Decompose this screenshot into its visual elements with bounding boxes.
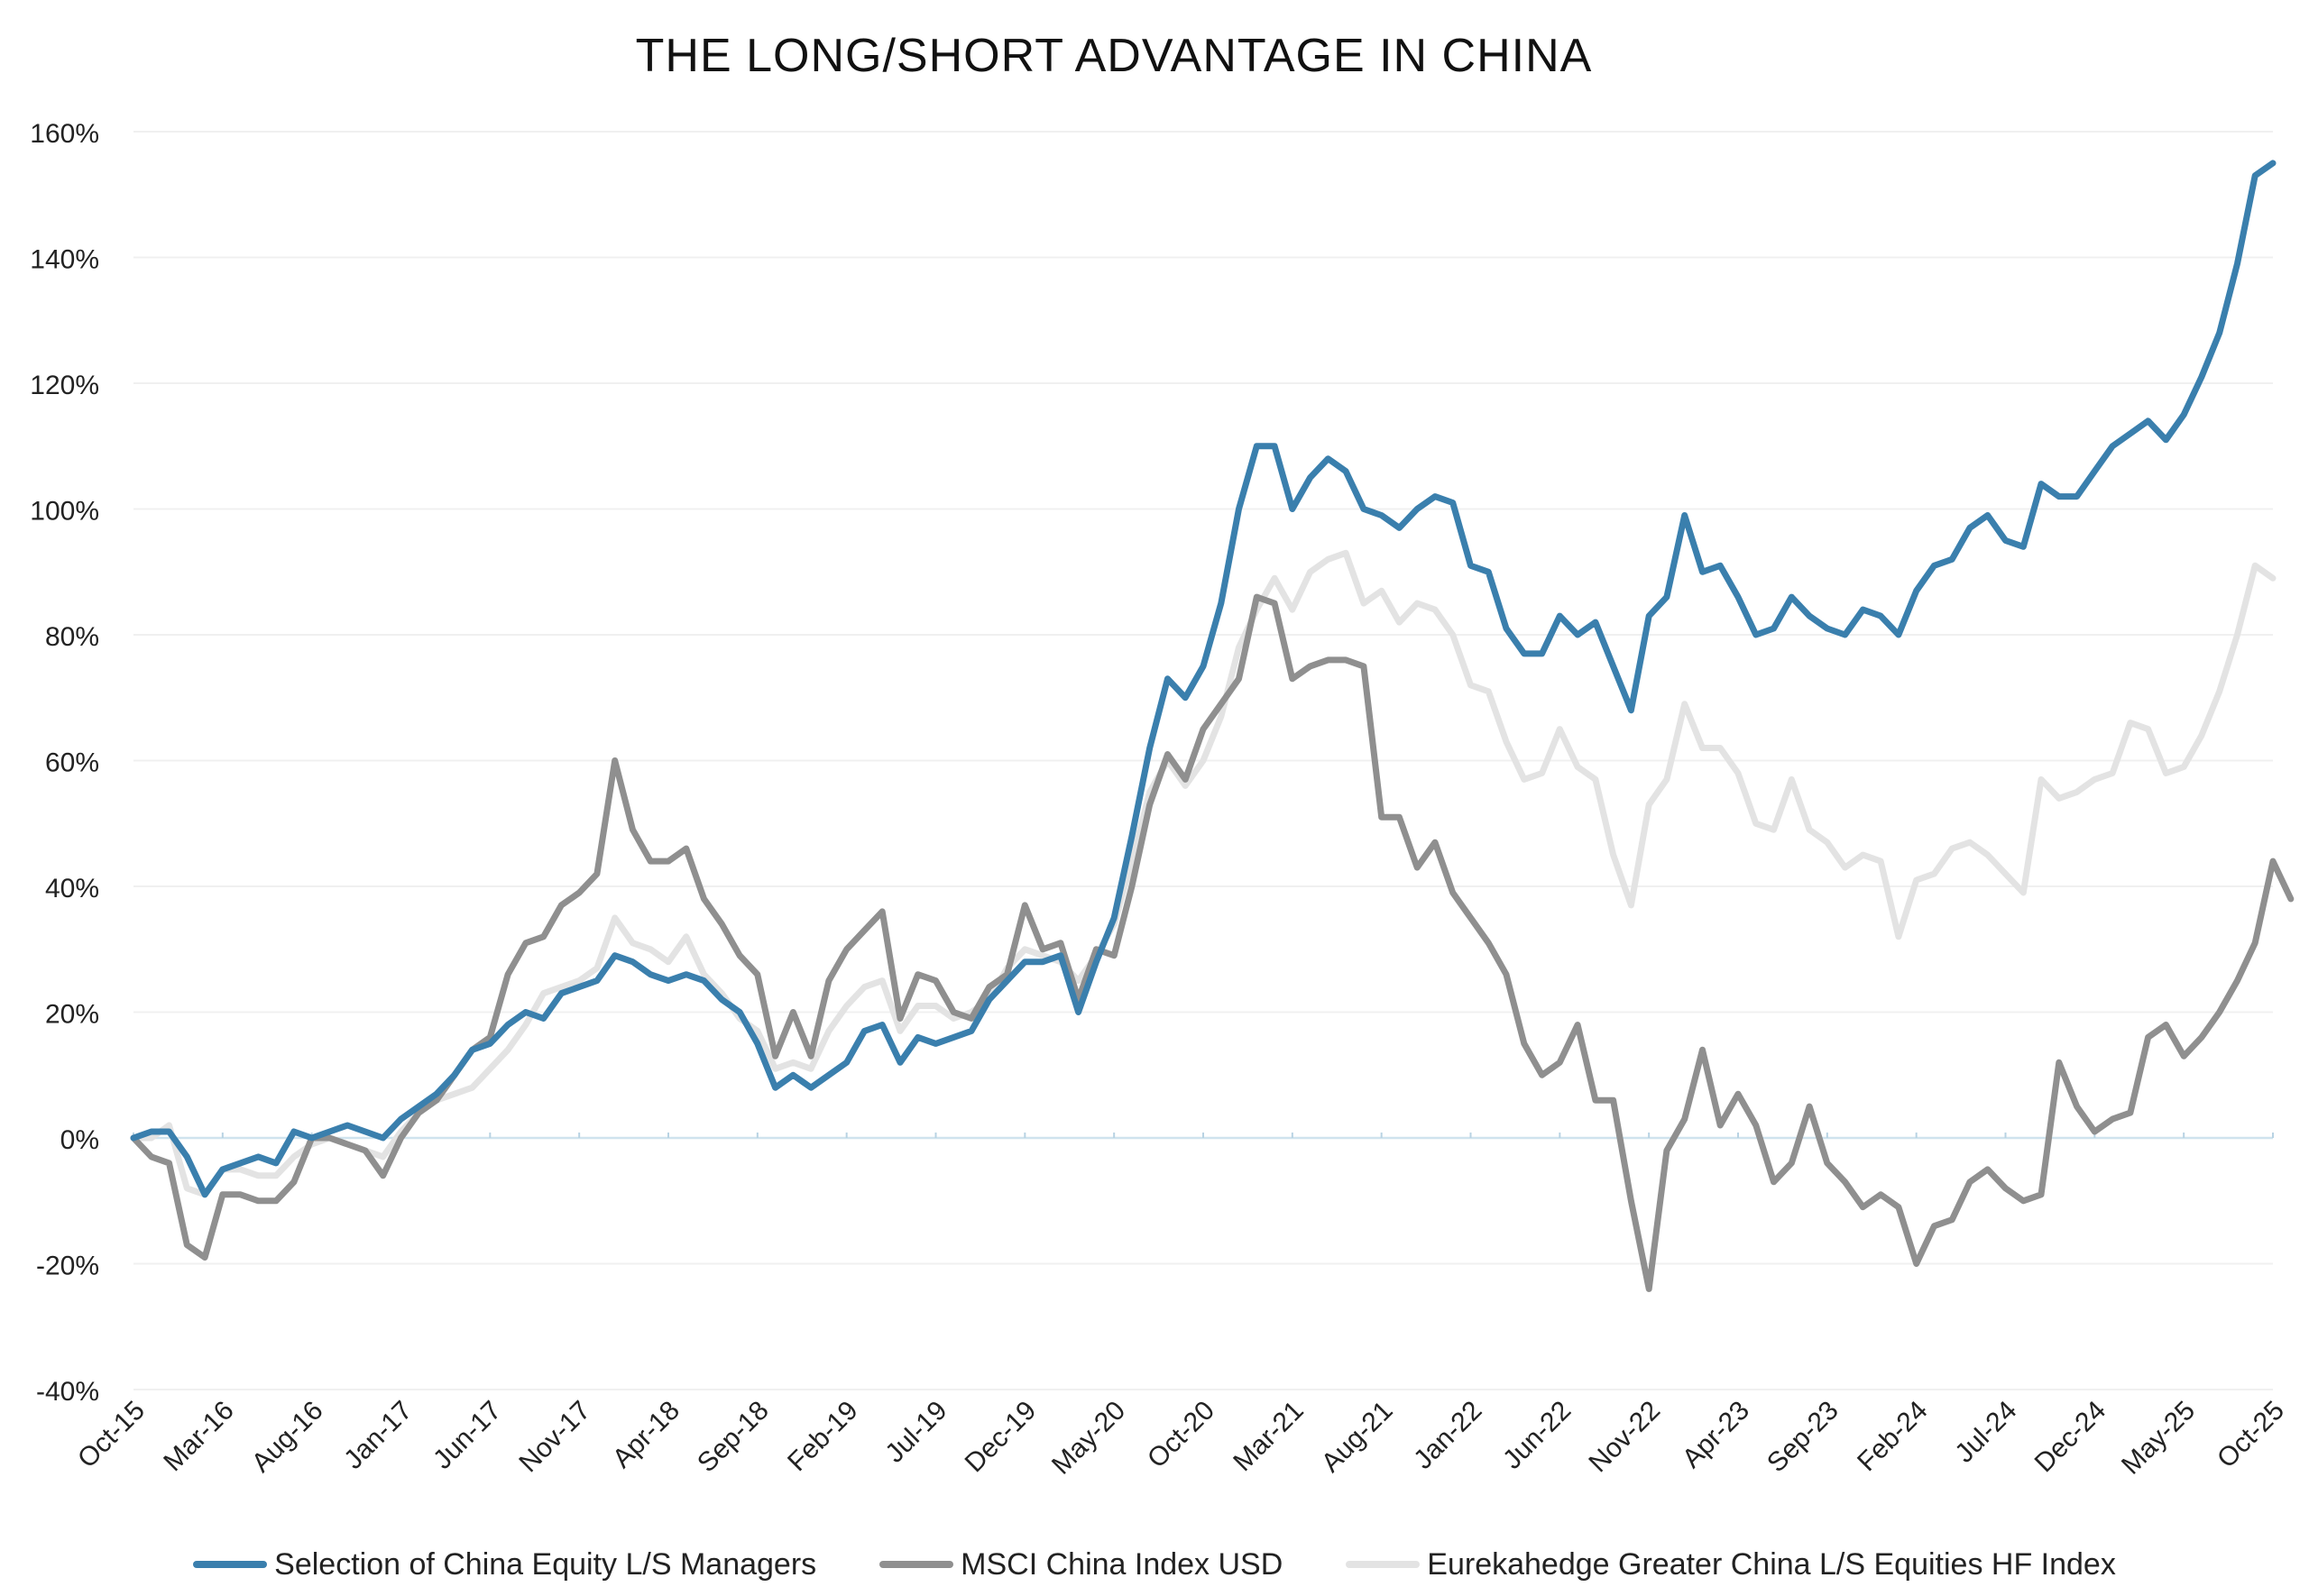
chart-legend: Selection of China Equity L/S Managers M… [0,1542,2309,1587]
y-tick-label: 40% [45,874,99,903]
x-tick-label: May-20 [1046,1396,1131,1481]
x-tick-label: Apr-18 [607,1396,685,1474]
y-tick-label: 20% [45,1000,99,1030]
legend-swatch-eurekahedge [1346,1561,1421,1568]
legend-item-msci: MSCI China Index USD [879,1547,1283,1582]
y-tick-label: -20% [36,1252,99,1281]
y-tick-label: 0% [60,1125,99,1155]
x-tick-label: Jan-22 [1408,1396,1487,1475]
y-tick-label: 80% [45,622,99,652]
chart-title: THE LONG/SHORT ADVANTAGE IN CHINA [635,30,1593,82]
x-tick-label: Nov-22 [1583,1396,1666,1479]
x-tick-label: Feb-24 [1852,1396,1934,1478]
legend-item-eurekahedge: Eurekahedge Greater China L/S Equities H… [1346,1547,2116,1582]
y-tick-label: 100% [30,497,99,527]
legend-item-managers: Selection of China Equity L/S Managers [193,1547,816,1582]
legend-swatch-msci [879,1561,954,1568]
series-lines [130,160,2295,1292]
y-tick-label: 120% [30,371,99,400]
x-tick-label: Dec-24 [2029,1396,2112,1479]
x-tick-label: Oct-20 [1142,1396,1220,1474]
x-tick-label: Mar-16 [158,1396,240,1478]
x-tick-label: Jun-17 [428,1396,507,1475]
y-axis-tick-labels: 160% 140% 120% 100% 80% 60% 40% 20% 0% -20% -40% [30,119,99,1407]
y-tick-label: 160% [30,119,99,149]
y-tick-label: -40% [36,1377,99,1407]
x-tick-label: Jan-17 [338,1396,418,1475]
x-tick-label: Oct-15 [72,1396,151,1474]
x-tick-label: Sep-18 [692,1396,775,1479]
x-tick-label: Jul-24 [1949,1396,2022,1469]
legend-label-eurekahedge: Eurekahedge Greater China L/S Equities H… [1427,1546,2116,1582]
x-tick-label: Apr-23 [1677,1396,1755,1474]
x-tick-label: Jul-19 [879,1396,952,1469]
x-tick-label: Mar-21 [1228,1396,1310,1478]
x-tick-label: May-25 [2116,1396,2201,1481]
x-tick-label: Sep-23 [1762,1396,1844,1479]
series-line-managers [130,160,2277,1198]
y-tick-label: 140% [30,245,99,275]
x-tick-label: Nov-17 [513,1396,596,1479]
x-tick-label: Jun-22 [1497,1396,1577,1475]
legend-swatch-managers [193,1561,268,1568]
y-tick-label: 60% [45,748,99,778]
x-tick-label: Aug-21 [1316,1396,1399,1479]
legend-label-msci: MSCI China Index USD [961,1546,1283,1582]
series-line-msci [130,593,2295,1292]
x-tick-label: Feb-19 [782,1396,864,1478]
x-tick-label: Aug-16 [246,1396,329,1479]
x-axis-tick-labels: Oct-15 Mar-16 Aug-16 Jan-17 Jun-17 Nov-17 Apr-… [72,1396,2290,1481]
legend-label-managers: Selection of China Equity L/S Managers [274,1546,817,1582]
x-tick-label: Oct-25 [2212,1396,2290,1474]
series-line-eurekahedge [130,549,2277,1198]
x-tick-label: Dec-19 [960,1396,1043,1479]
